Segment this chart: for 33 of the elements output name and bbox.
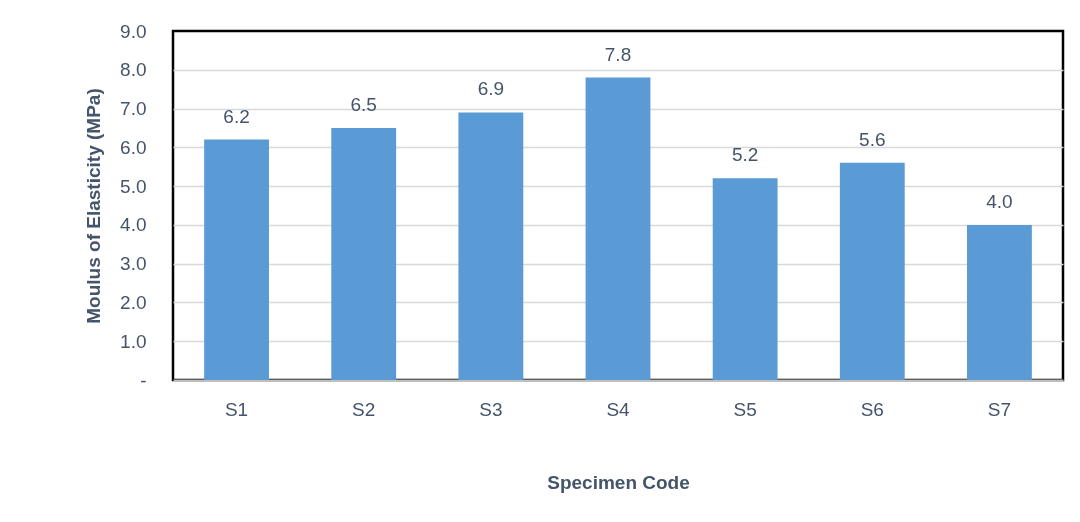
x-tick-label: S7 — [987, 398, 1012, 420]
data-label: 4.0 — [986, 190, 1013, 212]
data-label: 5.2 — [731, 144, 759, 166]
y-tick-label: - — [140, 369, 147, 391]
y-tick-label: 3.0 — [120, 253, 147, 275]
data-label: 6.5 — [350, 93, 377, 115]
x-axis-title: Specimen Code — [547, 471, 690, 493]
bar — [331, 127, 397, 380]
bar — [712, 178, 778, 380]
y-tick-label: 4.0 — [120, 214, 147, 236]
data-label: 6.9 — [477, 78, 505, 100]
data-label: 7.8 — [604, 43, 632, 65]
y-tick-label: 9.0 — [120, 20, 147, 42]
y-tick-label: 6.0 — [120, 136, 147, 158]
bar — [204, 139, 269, 380]
data-label: 6.2 — [223, 105, 250, 127]
data-label: 5.6 — [859, 128, 886, 150]
bar — [967, 224, 1032, 380]
x-tick-label: S6 — [860, 398, 884, 420]
y-tick-label: 7.0 — [120, 98, 147, 120]
x-tick-label: S1 — [224, 398, 249, 420]
bar — [585, 77, 651, 380]
y-axis-title: Moulus of Elasticity (MPa) — [83, 88, 105, 324]
x-tick-label: S3 — [479, 398, 503, 420]
y-tick-label: 5.0 — [120, 175, 147, 197]
y-tick-label: 8.0 — [120, 59, 147, 81]
y-tick-label: 2.0 — [120, 291, 147, 313]
x-tick-label: S5 — [733, 398, 757, 420]
bar — [839, 162, 905, 380]
x-tick-label: S2 — [352, 398, 376, 420]
y-tick-label: 1.0 — [120, 330, 147, 352]
x-tick-label: S4 — [606, 398, 631, 420]
bar — [458, 112, 524, 380]
